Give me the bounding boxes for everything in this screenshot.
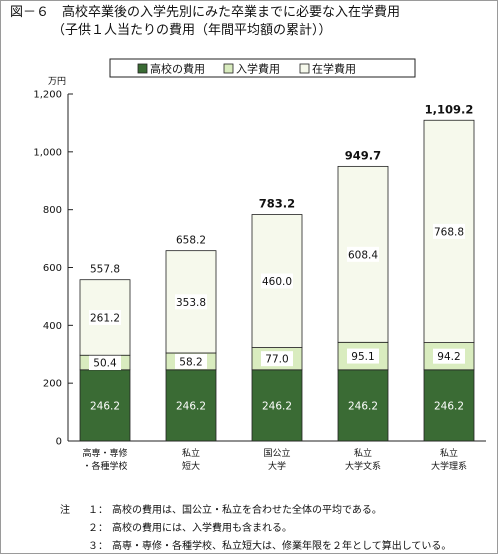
category-label-3-2: 大学: [268, 460, 286, 472]
figure-title: 図－６ 高校卒業後の入学先別にみた卒業までに必要な入在学費用: [10, 5, 401, 20]
bar-value-label-1-2: 50.4: [93, 358, 117, 370]
bar-label-bg-3-3: [261, 273, 293, 289]
figure-subtitle: （子供１人当たりの費用（年間平均額の累計））: [52, 23, 332, 38]
bar-label-bg-3-2: [261, 351, 293, 367]
bar-label-bg-5-3: [433, 223, 465, 239]
bar-value-label-2-3: 353.8: [176, 297, 206, 309]
footnote-prefix: [60, 520, 86, 538]
footnotes: 注 １： 高校の費用は、国公立・私立を合わせた全体の平均である。 ２： 高校の費…: [60, 502, 451, 556]
footnote-text: 高専・専修・各種学校、私立短大は、修業年限を２年として算出している。: [112, 541, 452, 552]
footnote-number: １：: [88, 505, 108, 516]
category-label-4-1: 私立: [354, 447, 372, 459]
legend-label-3: 在学費用: [312, 62, 356, 76]
total-label-4: 949.7: [345, 148, 381, 162]
total-label-5: 1,109.2: [425, 102, 474, 116]
legend-label-1: 高校の費用: [150, 62, 205, 76]
footnote-2: ２： 高校の費用には、入学費用も含まれる。: [60, 520, 451, 538]
bar-value-label-1-3: 261.2: [90, 312, 120, 324]
bar-value-label-4-3: 608.4: [348, 249, 378, 261]
bar-label-bg-5-2: [433, 348, 465, 364]
bar-value-label-2-2: 58.2: [179, 356, 202, 368]
total-label-1: 557.8: [90, 264, 120, 276]
legend-label-2: 入学費用: [236, 62, 280, 76]
bar-label-bg-4-2: [347, 348, 379, 364]
category-label-1-1: 高専・専修: [82, 447, 127, 459]
total-label-3: 783.2: [259, 197, 295, 211]
category-label-3-1: 国公立: [263, 447, 290, 459]
legend-swatch-2: [223, 63, 234, 74]
category-label-4-2: 大学文系: [345, 460, 381, 472]
y-tick-label-0: 0: [56, 437, 62, 448]
bar-label-bg-2-3: [175, 294, 207, 310]
footnote-number: ２：: [88, 523, 108, 534]
bar-5-2: [423, 342, 475, 371]
category-label-5-2: 大学理系: [431, 460, 467, 472]
y-tick-label-800: 800: [43, 205, 62, 216]
bar-1-1: [79, 369, 131, 442]
category-label-2-1: 私立: [182, 447, 200, 459]
footnote-prefix: [60, 538, 86, 556]
bar-label-bg-4-3: [347, 246, 379, 262]
bar-value-label-3-2: 77.0: [265, 354, 288, 366]
bar-4-1: [337, 369, 389, 442]
footnote-text: 高校の費用には、入学費用も含まれる。: [112, 523, 292, 534]
y-unit-label: 万円: [48, 76, 66, 87]
y-tick-label-200: 200: [43, 379, 62, 390]
y-tick-label-1200: 1,200: [33, 90, 62, 101]
bar-label-bg-1-2: [89, 355, 121, 371]
bar-value-label-5-1: 246.2: [434, 400, 464, 412]
bar-value-label-5-3: 768.8: [434, 226, 464, 238]
bar-value-label-2-1: 246.2: [176, 400, 206, 412]
legend-swatch-1: [137, 63, 148, 74]
bar-value-label-3-1: 246.2: [262, 400, 292, 412]
footnote-prefix: 注: [60, 505, 70, 516]
footnote-1: 注 １： 高校の費用は、国公立・私立を合わせた全体の平均である。: [60, 502, 451, 520]
footnote-text: 高校の費用は、国公立・私立を合わせた全体の平均である。: [112, 505, 382, 516]
bar-3-1: [251, 369, 303, 442]
footnote-3: ３： 高専・専修・各種学校、私立短大は、修業年限を２年として算出している。: [60, 538, 451, 556]
bar-value-label-5-2: 94.2: [437, 351, 460, 363]
category-label-1-2: ・各種学校: [82, 460, 127, 472]
bar-value-label-4-2: 95.1: [351, 351, 374, 363]
legend-swatch-3: [299, 63, 310, 74]
total-label-2: 658.2: [176, 235, 206, 247]
category-label-2-2: 短大: [182, 460, 200, 472]
bar-2-1: [165, 369, 217, 442]
bar-value-label-3-3: 460.0: [262, 276, 292, 288]
y-tick-label-400: 400: [43, 321, 62, 332]
bar-label-bg-2-2: [175, 353, 207, 369]
category-label-5-1: 私立: [440, 447, 458, 459]
y-tick-label-600: 600: [43, 263, 62, 274]
legend-box: [109, 58, 416, 78]
y-tick-label-1000: 1,000: [33, 147, 62, 158]
bar-label-bg-1-3: [89, 309, 121, 325]
bar-value-label-1-1: 246.2: [90, 400, 120, 412]
footnote-number: ３：: [88, 541, 108, 552]
bar-value-label-4-1: 246.2: [348, 400, 378, 412]
